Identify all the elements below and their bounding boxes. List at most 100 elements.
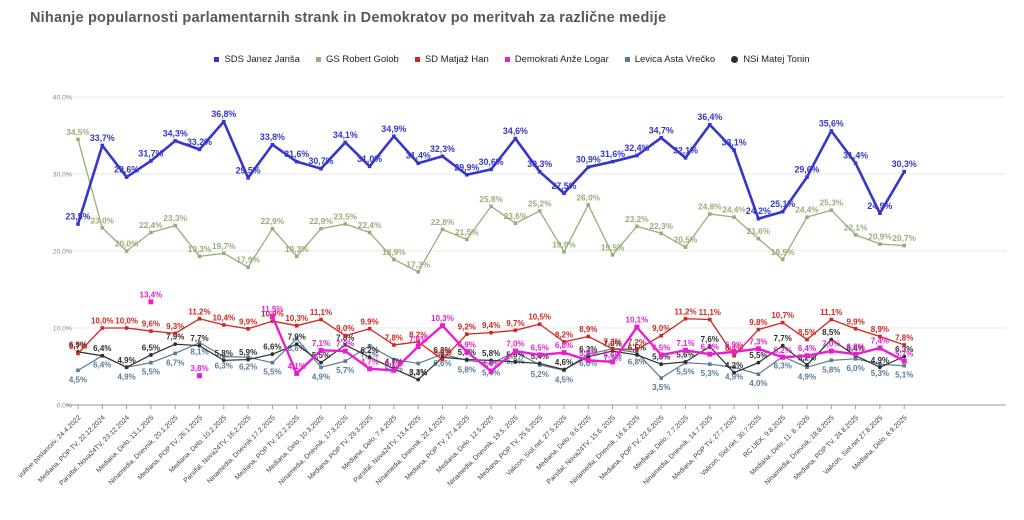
legend-marker-icon: [624, 57, 630, 62]
data-point-label: 5,5%: [676, 368, 694, 377]
data-point-marker: [659, 136, 663, 140]
data-point-label: 4,5%: [385, 359, 403, 368]
data-point-marker: [367, 355, 372, 360]
data-point-label: 6,6%: [433, 359, 451, 368]
data-point-label: 4,4%: [482, 360, 500, 369]
data-point-label: 6,2%: [360, 346, 378, 355]
legend-item-label: GS Robert Golob: [325, 54, 399, 65]
data-point-marker: [902, 343, 906, 347]
data-point-marker: [76, 137, 80, 142]
data-point-label: 4,5%: [555, 375, 573, 384]
data-point-label: 34,7%: [649, 125, 674, 135]
data-point-label: 5,6%: [603, 350, 621, 359]
data-point-label: 22,4%: [139, 220, 163, 230]
data-point-label: 8,2%: [555, 330, 573, 339]
data-point-label: 6,3%: [215, 361, 233, 370]
data-point-label: 5,9%: [239, 348, 257, 357]
data-point-marker: [270, 319, 275, 323]
data-point-label: 36,4%: [697, 112, 722, 122]
data-point-label: 31,7%: [138, 148, 163, 158]
data-point-label: 5,5%: [142, 368, 160, 377]
data-point-marker: [732, 148, 736, 152]
data-point-label: 6,0%: [846, 364, 864, 373]
data-point-marker: [294, 336, 299, 341]
data-point-label: 11,2%: [674, 307, 696, 316]
data-point-label: 6,6%: [846, 343, 864, 352]
data-point-marker: [829, 208, 834, 212]
legend-item: NSi Matej Tonin: [731, 54, 810, 65]
data-point-label: 7,0%: [822, 340, 840, 349]
data-point-marker: [659, 231, 663, 236]
data-point-label: 23,2%: [625, 214, 649, 224]
data-point-label: 7,2%: [628, 338, 646, 347]
data-point-label: 6,5%: [652, 343, 670, 352]
data-point-marker: [149, 360, 153, 365]
data-point-label: 30,7%: [309, 156, 334, 166]
data-point-label: 33,8%: [260, 132, 285, 142]
legend-item-label: NSi Matej Tonin: [743, 54, 810, 65]
data-point-marker: [756, 216, 761, 221]
data-point-marker: [76, 222, 80, 226]
data-point-label: 6,4%: [725, 344, 743, 353]
legend-item: SDS Janez Janša: [214, 54, 300, 65]
data-point-marker: [829, 358, 834, 363]
data-point-label: 6,4%: [798, 344, 816, 353]
series-SDS-Janez-Janša: 23,5% 33,7% 29,6% 31,7%34,3%33,2% 36,8% 29,5%…: [66, 109, 917, 226]
data-point-marker: [853, 233, 858, 237]
data-point-marker: [586, 352, 591, 356]
data-point-label: 7,6%: [701, 335, 719, 344]
data-point-label: 29,9%: [454, 162, 479, 172]
data-point-marker: [222, 119, 226, 124]
data-point-label: 22,9%: [309, 216, 333, 226]
data-point-marker: [440, 352, 445, 356]
data-point-marker: [319, 166, 323, 171]
data-point-label: 4,7%: [360, 357, 378, 366]
data-point-marker: [755, 346, 761, 352]
data-point-label: 5,6%: [676, 350, 694, 359]
data-point-label: 9,2%: [458, 323, 476, 332]
data-point-marker: [318, 347, 324, 353]
data-point-label: 10,3%: [431, 314, 454, 323]
data-point-label: 5,1%: [895, 371, 913, 380]
data-point-marker: [367, 326, 372, 331]
data-point-label: 10,7%: [771, 311, 794, 320]
data-point-label: 6,6%: [701, 343, 719, 352]
data-point-marker: [124, 249, 129, 253]
data-point-marker: [731, 349, 737, 355]
data-point-marker: [659, 333, 663, 338]
data-point-label: 7,3%: [749, 337, 767, 346]
data-point-marker: [342, 348, 348, 354]
data-point-marker: [197, 343, 202, 348]
data-point-marker: [513, 328, 518, 333]
data-point-label: 8,5%: [798, 328, 816, 337]
data-point-label: 5,7%: [895, 350, 913, 359]
data-point-label: 24,8%: [698, 202, 722, 212]
data-point-marker: [100, 226, 105, 230]
legend-item-label: SD Matjaž Han: [424, 54, 489, 65]
data-point-label: 8,2%: [409, 330, 427, 339]
data-point-marker: [124, 175, 129, 179]
data-point-marker: [756, 372, 761, 376]
data-point-label: 4,9%: [871, 356, 889, 365]
data-point-label: 33,1%: [722, 138, 747, 148]
data-point-marker: [805, 365, 809, 370]
data-point-marker: [100, 353, 105, 358]
data-point-marker: [173, 223, 177, 228]
data-point-label: 4,2%: [725, 361, 743, 370]
data-point-label: 8,1%: [190, 348, 208, 357]
data-point-marker: [270, 360, 275, 365]
data-point-label: 34,3%: [163, 128, 188, 138]
data-point-label: 6,6%: [263, 343, 281, 352]
data-point-label: 24,9%: [867, 201, 892, 211]
data-point-marker: [708, 362, 712, 366]
data-point-marker: [270, 226, 275, 231]
data-point-marker: [878, 365, 882, 370]
data-point-label: 6,5%: [142, 343, 160, 352]
data-point-label: 25,3%: [820, 198, 844, 208]
data-point-marker: [246, 357, 251, 362]
data-point-label: 25,8%: [479, 194, 503, 204]
data-point-label: 6,9%: [458, 340, 476, 349]
data-point-label: 20,9%: [868, 232, 892, 242]
data-point-label: 10,1%: [626, 316, 649, 325]
data-point-marker: [319, 360, 323, 365]
